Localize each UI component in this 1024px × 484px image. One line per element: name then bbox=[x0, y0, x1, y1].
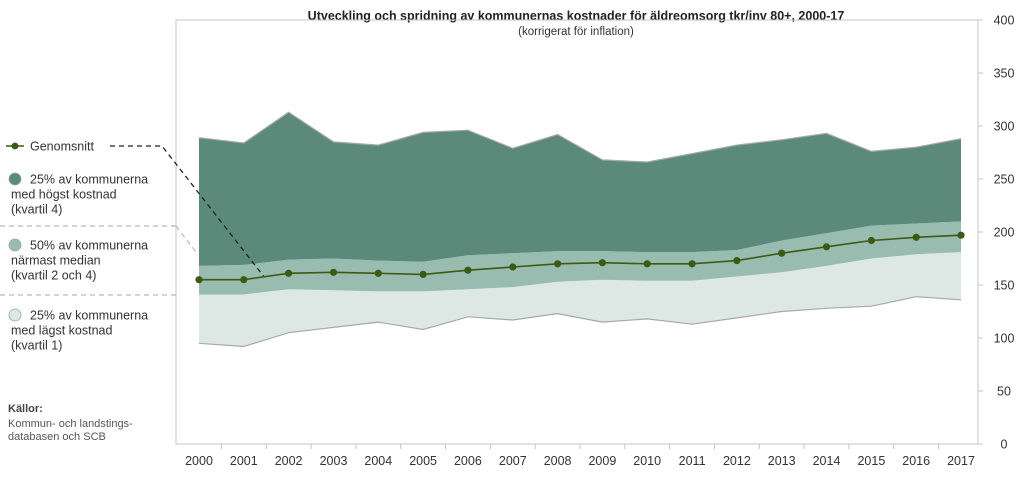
legend-label-quartile-4-line-3: (kvartil 4) bbox=[11, 203, 62, 217]
series-point-2014 bbox=[822, 243, 831, 251]
source-line-2: databasen och SCB bbox=[8, 431, 106, 443]
series-point-2009 bbox=[598, 259, 607, 267]
x-tick-label-2009: 2009 bbox=[588, 454, 616, 468]
y-tick-label-150: 150 bbox=[994, 279, 1015, 293]
y-tick-label-50: 50 bbox=[997, 385, 1011, 399]
series-point-2013 bbox=[778, 249, 786, 257]
leader-line-mean bbox=[110, 145, 265, 277]
chart-title: Utveckling och spridning av kommunernas … bbox=[308, 9, 845, 23]
series-point-2002 bbox=[285, 269, 293, 277]
y-tick-label-400: 400 bbox=[994, 14, 1015, 28]
x-tick-label-2011: 2011 bbox=[679, 454, 706, 468]
x-tick-label-2003: 2003 bbox=[320, 454, 348, 468]
series-layer bbox=[195, 231, 965, 284]
series-point-2006 bbox=[464, 266, 472, 274]
source-note: Källor: Kommun- och landstings-databasen … bbox=[8, 403, 133, 443]
series-point-2005 bbox=[419, 270, 427, 278]
band-edge-min bbox=[198, 296, 962, 348]
y-tick-label-300: 300 bbox=[994, 120, 1015, 134]
y-axis-ticks: 0 50 100 150 200 250 300 350 400 bbox=[978, 14, 1014, 452]
y-tick-label-100: 100 bbox=[994, 332, 1015, 346]
x-tick-label-2006: 2006 bbox=[454, 454, 482, 468]
series-point-2015 bbox=[867, 236, 876, 245]
legend-label-quartile-1-line-2: med lägst kostnad bbox=[11, 324, 112, 338]
x-tick-label-2013: 2013 bbox=[768, 454, 796, 468]
series-point-2007 bbox=[509, 263, 517, 271]
bands-layer bbox=[198, 111, 962, 348]
series-point-2004 bbox=[374, 269, 382, 277]
x-tick-label-2000: 2000 bbox=[185, 454, 213, 468]
band-quartile-4 bbox=[199, 112, 961, 266]
series-point-2012 bbox=[733, 257, 741, 265]
leader-line-mid-top-diag bbox=[175, 225, 197, 253]
x-tick-label-2005: 2005 bbox=[409, 454, 437, 468]
x-tick-label-2008: 2008 bbox=[544, 454, 572, 468]
band-quartile-1 bbox=[199, 252, 961, 347]
source-heading: Källor: bbox=[8, 403, 43, 415]
x-tick-label-2014: 2014 bbox=[813, 454, 841, 468]
chart-subtitle: (korrigerat för inflation) bbox=[518, 26, 634, 38]
series-point-2017 bbox=[957, 231, 965, 239]
x-tick-label-2016: 2016 bbox=[902, 454, 930, 468]
x-tick-label-2017: 2017 bbox=[947, 454, 975, 468]
y-tick-label-0: 0 bbox=[1001, 438, 1008, 452]
x-tick-label-2012: 2012 bbox=[723, 454, 751, 468]
legend-label-quartile-4-line-2: med högst kostnad bbox=[11, 188, 117, 202]
legend-swatch-middle-50 bbox=[8, 238, 22, 252]
x-tick-label-2004: 2004 bbox=[364, 454, 392, 468]
series-point-2011 bbox=[688, 260, 696, 268]
legend-label-middle-50-line-1: 50% av kommunerna bbox=[30, 239, 148, 253]
y-tick-label-250: 250 bbox=[994, 173, 1015, 187]
series-point-2003 bbox=[329, 268, 338, 276]
source-line-1: Kommun- och landstings- bbox=[8, 418, 133, 430]
series-point-2016 bbox=[912, 233, 920, 241]
legend-label-genomsnitt: Genomsnitt bbox=[30, 140, 94, 154]
legend-swatch-marker bbox=[11, 142, 19, 150]
legend-label-quartile-1-line-3: (kvartil 1) bbox=[11, 339, 62, 353]
series-point-2000 bbox=[195, 276, 203, 284]
x-tick-label-2010: 2010 bbox=[633, 454, 661, 468]
legend-label-quartile-1-line-1: 25% av kommunerna bbox=[30, 309, 148, 323]
x-tick-label-2007: 2007 bbox=[499, 454, 527, 468]
legend-label-middle-50-line-2: närmast median bbox=[11, 254, 101, 268]
legend-label-quartile-4-line-1: 25% av kommunerna bbox=[30, 173, 148, 187]
series-point-2010 bbox=[643, 260, 651, 268]
y-tick-label-350: 350 bbox=[994, 67, 1015, 81]
series-point-2001 bbox=[240, 276, 248, 284]
legend-leader-lines bbox=[0, 145, 265, 296]
band-middle-50 bbox=[199, 221, 961, 295]
series-point-2008 bbox=[554, 260, 562, 268]
x-tick-label-2015: 2015 bbox=[857, 454, 885, 468]
x-axis-ticks: 2000 2001 2002 2003 2004 2005 2006 2007 2008 2009… bbox=[185, 444, 975, 468]
legend-swatch-quartile-4 bbox=[8, 172, 22, 186]
legend-label-middle-50-line-3: (kvartil 2 och 4) bbox=[11, 269, 96, 283]
x-tick-label-2001: 2001 bbox=[230, 454, 258, 468]
series-line-genomsnitt bbox=[199, 234, 962, 281]
x-tick-label-2002: 2002 bbox=[275, 454, 303, 468]
band-edge-max bbox=[198, 111, 962, 163]
legend-swatch-quartile-1 bbox=[8, 308, 22, 322]
y-tick-label-200: 200 bbox=[994, 226, 1015, 240]
